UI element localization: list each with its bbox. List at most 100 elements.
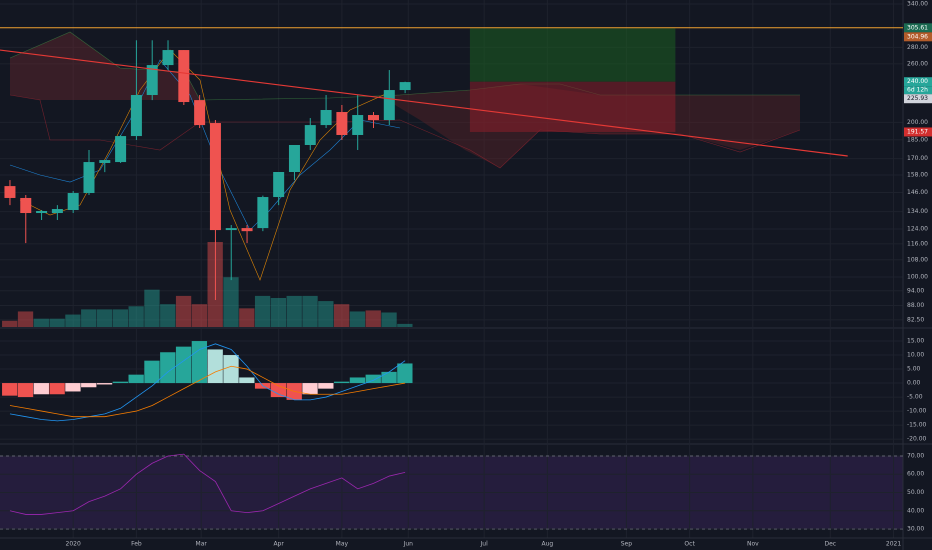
volume-bar bbox=[96, 309, 113, 327]
candle-body bbox=[273, 171, 285, 198]
volume-bar bbox=[2, 320, 18, 327]
y-tick-label: 108.00 bbox=[907, 256, 928, 263]
profit-zone bbox=[469, 28, 676, 82]
histogram-bar bbox=[223, 355, 239, 384]
y-tick-label: 146.00 bbox=[907, 189, 928, 196]
x-tick-label: 2021 bbox=[886, 541, 901, 548]
candle-body bbox=[20, 197, 32, 214]
price-label: 225.93 bbox=[907, 95, 928, 102]
volume-bar bbox=[81, 309, 97, 327]
histogram-bar bbox=[191, 341, 208, 384]
x-tick-label: Feb bbox=[131, 541, 142, 548]
volume-bar bbox=[318, 301, 334, 327]
histogram-bar bbox=[33, 383, 49, 395]
histogram-bar bbox=[318, 383, 334, 389]
candle-body bbox=[130, 95, 142, 137]
moving-average bbox=[19, 49, 391, 281]
candle-body bbox=[99, 160, 111, 163]
price-label: 240.00 bbox=[907, 78, 928, 85]
countdown: 6d 12h bbox=[907, 87, 928, 94]
price-label-box bbox=[904, 127, 932, 137]
y-tick-label: 260.00 bbox=[907, 60, 928, 67]
candle-body bbox=[288, 145, 300, 172]
grid bbox=[0, 0, 903, 538]
y-tick-label: -20.00 bbox=[907, 436, 927, 443]
x-tick-label: Jul bbox=[480, 541, 489, 548]
volume-bar bbox=[381, 312, 397, 327]
volume-bar bbox=[239, 308, 255, 327]
price-label-box bbox=[904, 32, 932, 42]
candle-body bbox=[336, 112, 348, 135]
countdown-box bbox=[904, 86, 932, 95]
histogram-bar bbox=[17, 383, 34, 398]
candle-body bbox=[178, 50, 190, 103]
x-tick-label: Aug bbox=[542, 541, 554, 548]
y-tick-label: 50.00 bbox=[907, 489, 924, 496]
histogram-bar bbox=[175, 346, 192, 384]
y-tick-label: 116.00 bbox=[907, 240, 928, 247]
volume-bar bbox=[128, 306, 144, 327]
histogram-bar bbox=[81, 383, 97, 388]
y-tick-label: 15.00 bbox=[907, 338, 924, 345]
histogram-bar bbox=[381, 371, 397, 384]
histogram-bar bbox=[65, 383, 81, 392]
volume-bar bbox=[365, 310, 381, 327]
volume-bar bbox=[286, 295, 302, 327]
candle-body bbox=[146, 65, 158, 96]
y-tick-label: 70.00 bbox=[907, 452, 924, 459]
histogram-bar bbox=[160, 352, 176, 384]
candle-body bbox=[241, 228, 253, 232]
volume-bar bbox=[175, 295, 192, 327]
indicator-line bbox=[9, 343, 406, 422]
x-tick-label: Oct bbox=[684, 541, 695, 548]
volume-bar bbox=[65, 314, 81, 327]
histogram-bar bbox=[302, 383, 318, 395]
candle-body bbox=[225, 228, 237, 231]
price-label: 191.57 bbox=[907, 128, 928, 135]
x-tick-label: May bbox=[336, 541, 349, 548]
candle-body bbox=[257, 197, 269, 229]
y-tick-label: -10.00 bbox=[907, 408, 927, 415]
candle-body bbox=[83, 162, 95, 194]
volume-bar bbox=[17, 311, 34, 327]
histogram-bar bbox=[128, 374, 144, 384]
loss-zone bbox=[469, 81, 676, 132]
y-tick-label: 30.00 bbox=[907, 526, 924, 533]
histogram-bar bbox=[207, 349, 223, 384]
histogram-bar bbox=[365, 374, 381, 384]
histogram-bar bbox=[49, 383, 65, 395]
y-tick-label: -5.00 bbox=[907, 394, 923, 401]
volume-bar bbox=[33, 318, 49, 327]
price-label-box bbox=[904, 23, 932, 33]
candle-body bbox=[162, 50, 174, 66]
x-tick-label: Apr bbox=[273, 541, 284, 548]
candle-body bbox=[51, 209, 63, 214]
y-tick-label: 60.00 bbox=[907, 471, 924, 478]
candle-body bbox=[4, 186, 16, 198]
candle-body bbox=[352, 115, 364, 135]
volume-bar bbox=[302, 295, 318, 327]
x-tick-label: Sep bbox=[621, 541, 633, 548]
y-tick-label: 124.00 bbox=[907, 225, 928, 232]
y-tick-label: 200.00 bbox=[907, 119, 928, 126]
moving-average bbox=[9, 59, 401, 231]
y-tick-label: 94.00 bbox=[907, 287, 924, 294]
y-tick-label: 185.00 bbox=[907, 136, 928, 143]
histogram-bar bbox=[397, 363, 413, 384]
volume-bar bbox=[160, 304, 176, 327]
volume-bar bbox=[144, 289, 160, 327]
candle-body bbox=[304, 125, 316, 146]
y-tick-label: 88.00 bbox=[907, 302, 924, 309]
candle-body bbox=[320, 110, 332, 126]
x-tick-label: 2020 bbox=[66, 541, 81, 548]
y-tick-label: 134.00 bbox=[907, 208, 928, 215]
volume-bar bbox=[349, 311, 366, 327]
candle-body bbox=[194, 100, 206, 126]
histogram-bar bbox=[144, 360, 160, 384]
y-tick-label: 170.00 bbox=[907, 155, 928, 162]
volume-bar bbox=[333, 304, 350, 327]
histogram-bar bbox=[239, 377, 255, 384]
histogram-bar bbox=[112, 381, 129, 384]
price-label: 304.96 bbox=[907, 33, 928, 40]
